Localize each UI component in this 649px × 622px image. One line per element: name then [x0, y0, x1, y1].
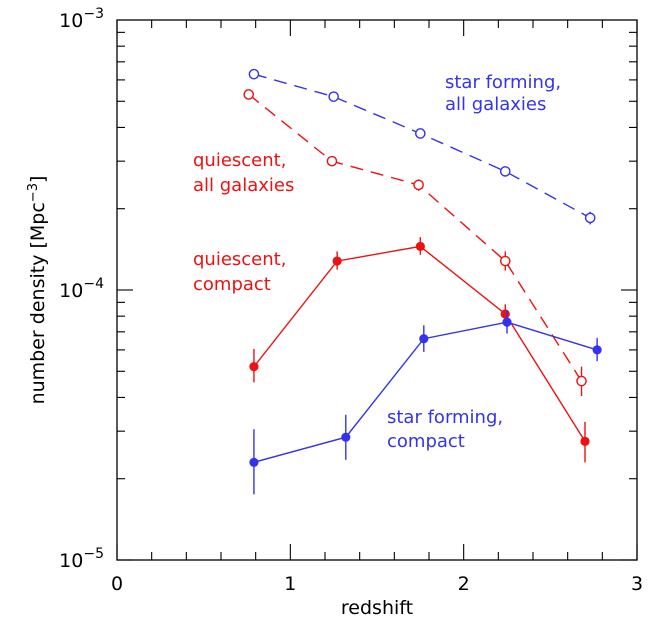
data-point [326, 155, 338, 167]
series-sf-compact [249, 310, 602, 495]
data-point [243, 89, 255, 100]
data-point [499, 166, 511, 177]
y-tick-label: 10−4 [59, 276, 104, 302]
x-tick-labels: 0 1 2 3 [111, 573, 643, 595]
annotation-line: all galaxies [193, 175, 294, 196]
series-q-all [243, 89, 587, 396]
y-axis-title-unit-exp: −3 [26, 183, 41, 202]
annotation-line: quiescent, [193, 249, 286, 270]
y-axis-title-unit-close: ] [27, 176, 49, 183]
data-point [499, 255, 511, 267]
y-axis-title-main: number density [27, 255, 49, 405]
annotation-star-forming-all: star forming, all galaxies [445, 72, 567, 115]
data-point [419, 334, 429, 344]
minor-ticks [117, 20, 637, 560]
x-tick-label: 3 [631, 573, 643, 595]
y-tick-labels: 10−5 10−4 10−3 [59, 6, 104, 572]
annotation-quiescent-all: quiescent, all galaxies [193, 150, 294, 196]
data-point [502, 317, 512, 327]
data-point [341, 432, 351, 442]
data-point [500, 309, 510, 319]
data-point [249, 457, 259, 467]
data-point [415, 241, 425, 252]
x-tick-label: 1 [284, 573, 296, 595]
annotation-line: star forming, [445, 72, 561, 93]
annotation-line: compact [193, 274, 271, 295]
data-point [576, 375, 587, 387]
y-axis-title-unit: [Mpc [27, 202, 49, 248]
data-point [328, 91, 339, 102]
series-line [248, 93, 583, 382]
plot-frame [116, 19, 638, 561]
annotation-line: quiescent, [193, 150, 286, 171]
annotation-line: compact [387, 431, 465, 452]
series-sf-all [248, 68, 596, 225]
annotation-line: star forming, [387, 407, 503, 428]
y-tick-label: 10−3 [59, 6, 104, 32]
annotation-star-forming-compact: star forming, compact [387, 407, 509, 452]
data-point [415, 128, 426, 139]
annotation-line: all galaxies [445, 94, 546, 115]
data-point [584, 212, 596, 224]
series-layer [243, 68, 602, 495]
y-axis-title: number density [Mpc−3] [26, 176, 49, 405]
x-tick-label: 0 [111, 573, 123, 595]
data-point [249, 362, 259, 372]
data-point [413, 179, 424, 191]
data-point [248, 68, 260, 80]
data-point [332, 256, 342, 266]
data-point [580, 436, 590, 446]
x-axis-title: redshift [341, 597, 413, 619]
x-tick-label: 2 [458, 573, 470, 595]
y-tick-label: 10−5 [59, 546, 104, 572]
annotation-quiescent-compact: quiescent, compact [193, 249, 292, 295]
data-point [592, 345, 602, 355]
series-q-compact [249, 237, 590, 463]
